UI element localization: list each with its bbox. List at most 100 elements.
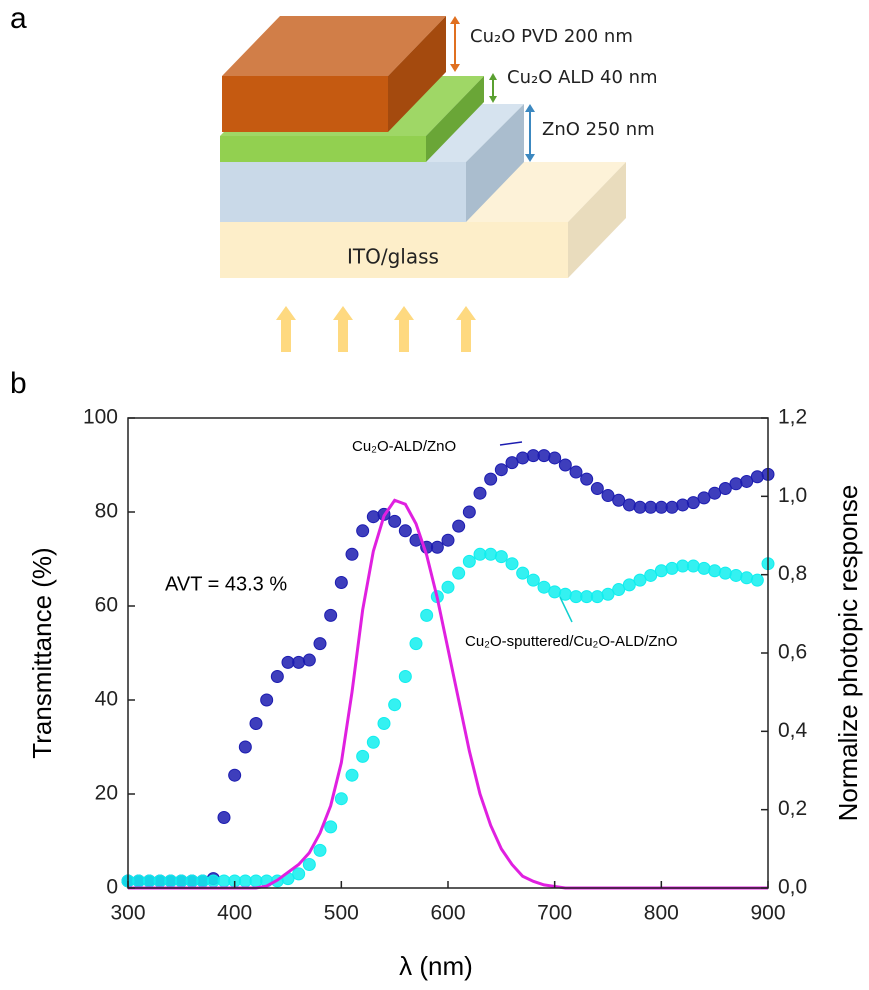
data-point: [217, 811, 231, 824]
annotation: AVT = 43.3 %: [165, 573, 287, 595]
data-point: [558, 458, 572, 472]
data-point: [622, 498, 636, 512]
data-point: [494, 550, 508, 564]
data-point: [601, 587, 615, 601]
y-tick-label: 80: [95, 500, 118, 523]
data-point: [270, 670, 284, 683]
data-point: [388, 698, 402, 712]
data-point: [452, 519, 466, 533]
dimension-arrows: [450, 16, 535, 162]
ito-side: [568, 162, 626, 278]
x-tick-label: 700: [537, 902, 572, 925]
label-pointer: [499, 441, 523, 446]
data-point: [430, 540, 444, 554]
data-point: [537, 449, 551, 463]
data-point: [388, 514, 402, 528]
y-tick-label: 40: [95, 688, 118, 711]
data-point: [505, 557, 519, 571]
x-axis-label: λ (nm): [399, 951, 473, 981]
pvd-front: [222, 76, 388, 132]
data-point: [548, 451, 562, 465]
data-point: [302, 653, 316, 667]
data-point: [537, 580, 551, 594]
data-point: [366, 735, 380, 749]
data-point: [548, 585, 562, 599]
data-point: [676, 498, 690, 512]
data-point: [398, 524, 412, 538]
data-point: [654, 564, 668, 578]
data-point: [665, 561, 679, 575]
y2-tick-label: 0,0: [778, 876, 807, 899]
data-point: [590, 590, 604, 604]
data-point: [292, 655, 306, 669]
data-point: [420, 608, 434, 622]
ito-front: [220, 222, 568, 278]
data-point: [505, 456, 519, 470]
y2-tick-label: 1,0: [778, 484, 807, 507]
data-point: [740, 571, 754, 585]
data-point: [409, 637, 423, 651]
y2-tick-label: 1,2: [778, 406, 807, 429]
data-point: [462, 505, 476, 519]
pvd-top: [222, 16, 446, 76]
data-point: [356, 524, 370, 538]
data-point: [345, 768, 359, 782]
data-point: [324, 820, 338, 834]
series-label: Cu₂O-ALD/ZnO: [352, 438, 456, 455]
data-point: [708, 486, 722, 500]
data-point: [708, 564, 722, 578]
data-point: [249, 717, 263, 730]
data-point: [601, 489, 615, 503]
data-point: [740, 474, 754, 488]
data-point: [313, 843, 327, 857]
data-point: [686, 559, 700, 573]
data-point: [484, 547, 498, 561]
panel-label: a: [10, 2, 27, 35]
data-point: [590, 482, 604, 495]
data-point: [729, 568, 743, 582]
data-point: [526, 573, 540, 587]
y-tick-label: 0: [106, 876, 118, 899]
data-point: [718, 482, 732, 495]
data-point: [334, 792, 348, 806]
y2-tick-label: 0,8: [778, 562, 807, 585]
data-point: [750, 470, 764, 484]
data-point: [750, 573, 764, 587]
ald-front: [220, 136, 426, 162]
y-tick-label: 100: [83, 406, 118, 429]
y2-tick-label: 0,2: [778, 797, 807, 820]
data-point: [356, 749, 370, 763]
data-point: [366, 510, 380, 524]
data-point: [729, 477, 743, 491]
data-point: [516, 451, 530, 465]
data-point: [697, 561, 711, 575]
panel-label: b: [10, 367, 27, 400]
data-point: [612, 493, 626, 507]
label-pointer: [559, 596, 573, 623]
x-tick-label: 300: [110, 902, 145, 925]
data-point: [345, 547, 359, 561]
data-point: [313, 637, 327, 651]
zno-side: [466, 104, 524, 222]
data-point: [377, 717, 391, 730]
ald-side: [426, 76, 484, 162]
x-tick-label: 400: [217, 902, 252, 925]
data-point: [580, 472, 594, 486]
data-point: [644, 568, 658, 582]
data-point: [452, 566, 466, 580]
x-tick-label: 800: [644, 902, 679, 925]
y-tick-label: 20: [95, 782, 118, 805]
data-point: [324, 608, 338, 622]
layer-label: Cu₂O ALD 40 nm: [507, 67, 658, 88]
data-point: [612, 583, 626, 597]
layer-label: Cu₂O PVD 200 nm: [470, 26, 633, 47]
y-axis-label: Transmittance (%): [27, 547, 57, 758]
data-point: [569, 465, 583, 479]
data-point: [686, 496, 700, 510]
x-tick-label: 600: [430, 902, 465, 925]
data-point: [718, 566, 732, 580]
x-tick-label: 900: [750, 902, 785, 925]
x-tick-label: 500: [324, 902, 359, 925]
